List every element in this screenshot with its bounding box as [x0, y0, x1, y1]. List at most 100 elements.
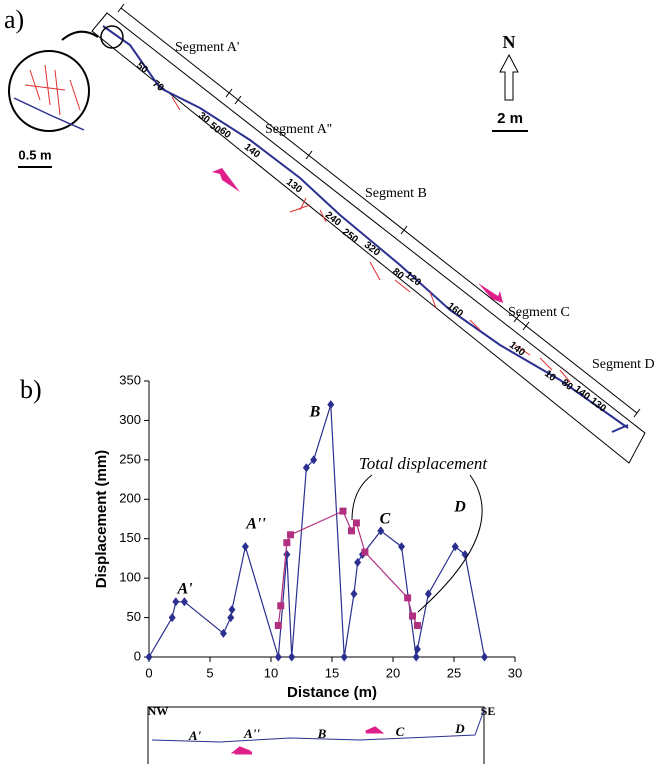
marker	[412, 652, 420, 662]
annotation: A'	[176, 581, 193, 598]
annotation: B	[309, 404, 321, 421]
offset-label: 70	[150, 78, 166, 94]
marker	[361, 548, 369, 556]
marker	[283, 539, 291, 547]
marker	[398, 542, 406, 552]
x-axis-label: Distance (m)	[287, 684, 377, 701]
slip-arrow	[230, 746, 252, 755]
marker	[145, 652, 153, 662]
marker	[172, 597, 180, 607]
y-tick-label: 300	[119, 412, 141, 427]
marker	[354, 557, 362, 567]
y-tick-label: 150	[119, 530, 141, 545]
leader	[417, 474, 483, 613]
marker	[350, 589, 358, 599]
inset-arrow	[61, 30, 99, 41]
marker	[424, 589, 432, 599]
panel-a-labels: Segment A' Segment A'' Segment B Segment C S…	[134, 40, 654, 415]
marker	[339, 507, 347, 515]
marker	[219, 628, 227, 638]
marker	[227, 613, 235, 623]
marker	[302, 463, 310, 473]
marker	[481, 652, 488, 662]
profile-label: A''	[243, 726, 260, 741]
marker	[228, 605, 236, 615]
y-axis-label: Displacement (mm)	[93, 450, 110, 588]
north: N	[503, 32, 516, 52]
marker	[274, 652, 282, 662]
annotation: A''	[245, 516, 266, 533]
chart: 0 50 100 150 200 250 300 350 0 5 10 15 20 25 30 Distanc…	[93, 372, 522, 701]
scale: 2 m	[497, 110, 523, 127]
slip-arrow	[478, 283, 503, 303]
inset-scale: 0.5 m	[18, 147, 51, 162]
offset-label: 240	[323, 210, 343, 229]
marker	[413, 621, 421, 629]
marker	[404, 594, 412, 602]
fault-trace	[102, 25, 629, 429]
marker	[241, 542, 249, 552]
y-tick-label: 0	[134, 648, 141, 663]
x-tick-label: 0	[145, 665, 152, 680]
offset-label: 50	[134, 60, 150, 76]
y-tick-label: 350	[119, 372, 141, 387]
x-tick-label: 10	[264, 665, 278, 680]
marker	[451, 542, 459, 552]
bracket-ticks	[117, 3, 641, 418]
marker	[168, 613, 176, 623]
offset-label: 30	[196, 110, 212, 126]
x-tick-label: 15	[325, 665, 339, 680]
offset-label: 140	[507, 340, 527, 359]
slip-arrow	[365, 726, 385, 734]
inset-fractures	[24, 64, 81, 116]
x-tick-label: 20	[386, 665, 400, 680]
outcrop-band	[91, 12, 646, 464]
marker	[180, 597, 188, 607]
marker	[283, 549, 291, 559]
segment-label: Segment A'	[175, 40, 239, 55]
leader	[351, 474, 373, 521]
y-tick-label: 250	[119, 451, 141, 466]
profile-end: SE	[481, 704, 496, 718]
inset-marker	[100, 25, 124, 49]
marker	[352, 519, 360, 527]
y-tick-label: 200	[119, 491, 141, 506]
marker	[327, 400, 335, 410]
profile-label: A'	[188, 728, 202, 743]
panel-label: a)	[4, 5, 24, 34]
marker	[409, 612, 417, 620]
marker	[348, 527, 356, 535]
profile-label: C	[396, 724, 405, 739]
marker	[287, 531, 295, 539]
marker	[274, 621, 282, 629]
segment-label: Segment C	[508, 305, 570, 320]
profile-box	[147, 706, 485, 764]
annotation: D	[453, 499, 466, 516]
offset-label: 140	[242, 142, 262, 161]
profile-trace	[151, 709, 485, 743]
series-line	[148, 404, 486, 658]
x-tick-label: 5	[206, 665, 213, 680]
annotation: Total displacement	[359, 454, 489, 473]
x-tick-label: 30	[508, 665, 522, 680]
marker	[277, 602, 285, 610]
inset	[8, 50, 90, 132]
inset-trace	[13, 97, 85, 131]
fractures	[171, 96, 571, 383]
north-arrow	[499, 53, 519, 101]
marker	[310, 455, 318, 465]
segment-label: Segment D	[592, 357, 655, 372]
profile-end: NW	[148, 704, 169, 718]
fault-end	[611, 424, 629, 433]
segment-label: Segment B	[365, 186, 427, 201]
marker	[340, 652, 348, 662]
profile-label: D	[454, 721, 465, 736]
slip-arrow	[212, 168, 240, 192]
y-tick-label: 100	[119, 570, 141, 585]
segment-bracket	[120, 7, 638, 414]
marker	[413, 644, 421, 654]
marker	[377, 526, 385, 536]
x-tick-label: 25	[447, 665, 461, 680]
y-tick-label: 50	[127, 609, 141, 624]
